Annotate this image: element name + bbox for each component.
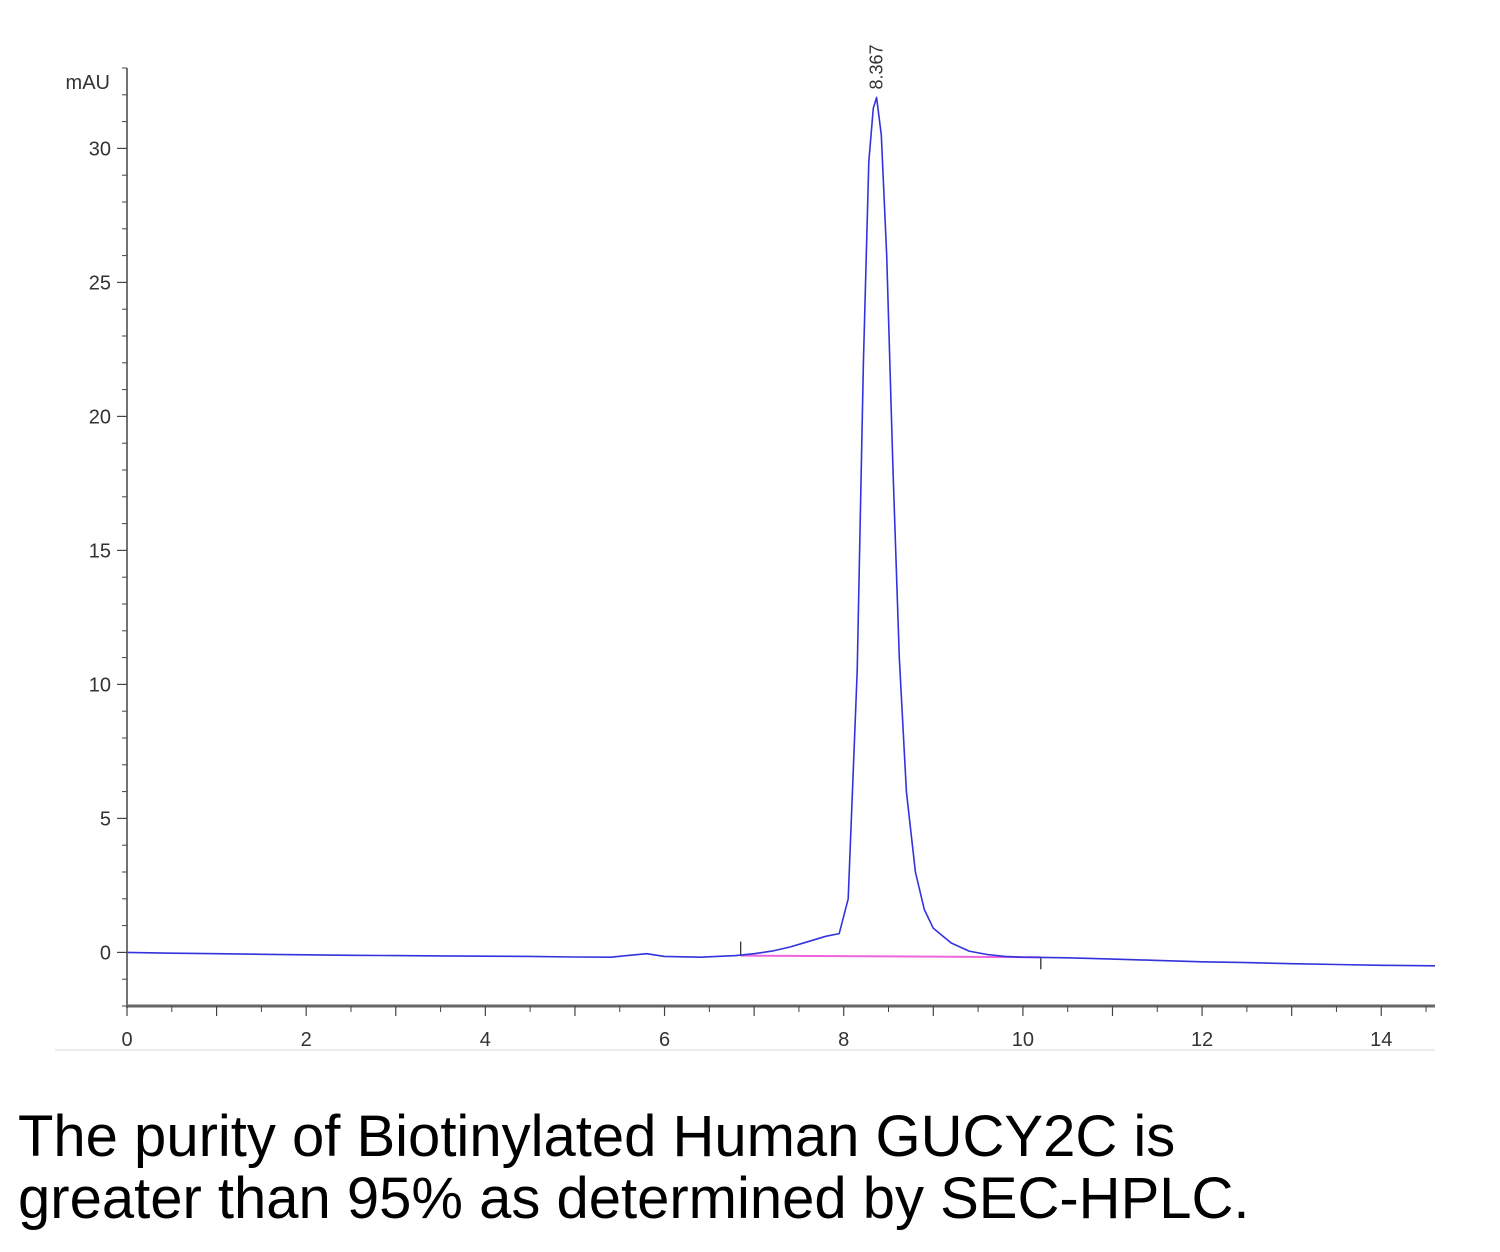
axes <box>55 68 1435 1051</box>
y-tick-label: 20 <box>89 406 111 428</box>
y-tick-label: 30 <box>89 138 111 160</box>
y-axis-unit-label: mAU <box>66 72 110 94</box>
x-tick-label: 12 <box>1191 1029 1213 1051</box>
y-tick-label: 10 <box>89 674 111 696</box>
y-tick-label: 25 <box>89 272 111 294</box>
peak-retention-label: 8.367 <box>867 44 887 89</box>
y-axis-ticks: 0 5 10 15 20 25 30 <box>89 67 127 1007</box>
chromatogram-chart: 0 5 10 15 20 25 30 0 2 4 6 8 10 12 14 8.367 mAU <box>55 44 1436 1051</box>
y-tick-label: 5 <box>100 808 111 830</box>
y-tick-label: 15 <box>89 540 111 562</box>
caption: The purity of Biotinylated Human GUCY2C … <box>18 1106 1478 1230</box>
x-tick-label: 8 <box>838 1029 849 1051</box>
x-axis-ticks: 0 2 4 6 8 10 12 14 <box>121 1006 1427 1051</box>
x-tick-label: 0 <box>121 1029 132 1051</box>
x-tick-label: 2 <box>301 1029 312 1051</box>
x-tick-label: 4 <box>480 1029 491 1051</box>
x-tick-label: 6 <box>659 1029 670 1051</box>
chromatogram-svg: 0 5 10 15 20 25 30 0 2 4 6 8 10 12 14 8.367 mAU <box>55 44 1436 1051</box>
chromatogram-trace <box>126 96 1436 967</box>
plot-area: 8.367 <box>126 44 1436 970</box>
x-tick-label: 14 <box>1370 1029 1392 1051</box>
caption-line-2: greater than 95% as determined by SEC-HP… <box>18 1166 1250 1231</box>
y-tick-label: 0 <box>100 942 111 964</box>
caption-line-1: The purity of Biotinylated Human GUCY2C … <box>18 1104 1176 1169</box>
integration-baseline <box>740 954 1041 959</box>
x-tick-label: 10 <box>1012 1029 1034 1051</box>
